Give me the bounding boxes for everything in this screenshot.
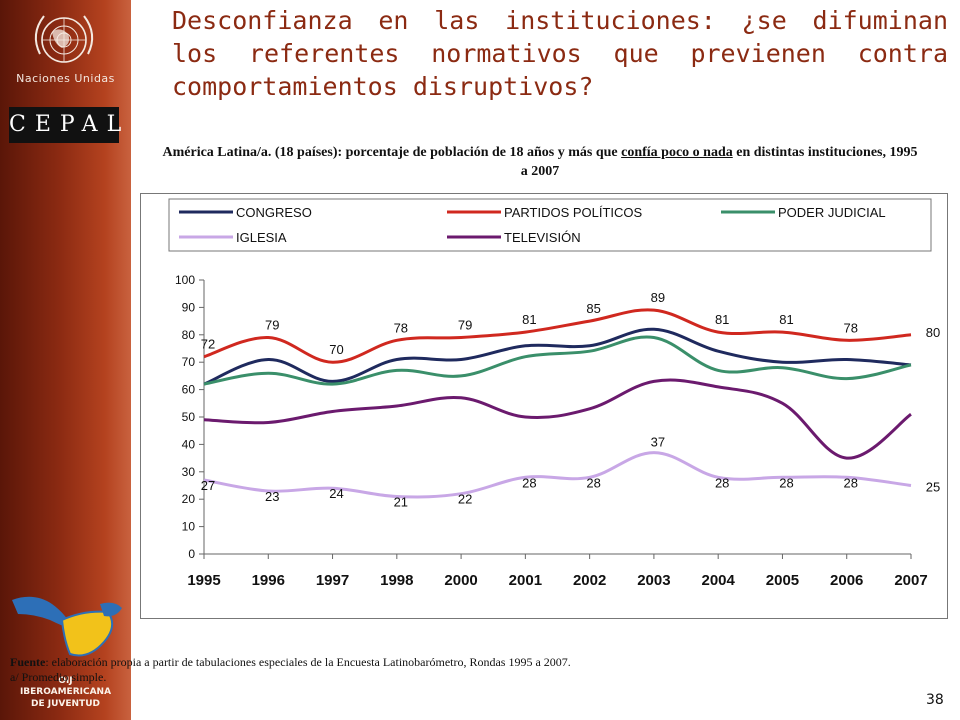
chart-title-part1: América Latina/a. (18 países): porcentaj… — [162, 145, 622, 160]
x-tick-label: 2002 — [573, 572, 606, 589]
data-label: 70 — [329, 342, 343, 357]
data-label: 37 — [651, 435, 665, 450]
y-tick-label: 90 — [182, 300, 196, 314]
x-tick-label: 2000 — [444, 572, 477, 589]
y-tick-label: 40 — [182, 437, 196, 451]
data-label: 28 — [715, 475, 729, 490]
x-tick-label: 2004 — [701, 572, 735, 589]
x-tick-label: 2007 — [894, 572, 927, 589]
legend-label: PODER JUDICIAL — [778, 205, 886, 220]
data-label: 22 — [458, 492, 472, 507]
data-label: 89 — [651, 290, 665, 305]
x-tick-label: 1996 — [252, 572, 285, 589]
slide-title: Desconfianza en las instituciones: ¿se d… — [172, 6, 948, 101]
y-tick-label: 60 — [182, 383, 196, 397]
x-tick-label: 2005 — [766, 572, 799, 589]
data-label: 80 — [926, 325, 940, 340]
un-emblem-icon — [34, 15, 94, 63]
y-tick-label: 10 — [182, 520, 196, 534]
legend-label: PARTIDOS POLÍTICOS — [504, 205, 643, 220]
chart-title-part2: en distintas instituciones, 1995 a 2007 — [520, 145, 918, 179]
data-label: 79 — [265, 318, 279, 333]
data-label: 81 — [779, 312, 793, 327]
data-label: 24 — [329, 486, 343, 501]
series-line — [203, 378, 912, 460]
data-label: 85 — [586, 301, 600, 316]
chart-title-underlined: confía poco o nada — [621, 145, 733, 160]
x-tick-label: 2003 — [637, 572, 670, 589]
data-label: 21 — [394, 494, 408, 509]
cepal-logo: CEPAL — [9, 107, 121, 143]
x-tick-label: 1998 — [380, 572, 413, 589]
sidebar-band: Naciones Unidas CEPAL OIJ IBEROAMERICANA… — [0, 0, 131, 720]
x-tick-label: 1997 — [316, 572, 349, 589]
source-label: Fuente — [10, 655, 46, 669]
source-note: Fuente: elaboración propia a partir de t… — [10, 654, 810, 670]
series-line — [203, 327, 912, 386]
legend-box — [168, 198, 932, 252]
x-tick-label: 1995 — [187, 572, 220, 589]
oij-label-line3: DE JUVENTUD — [31, 699, 100, 709]
source-text: : elaboración propia a partir de tabulac… — [45, 655, 571, 669]
legend-label: CONGRESO — [236, 205, 312, 220]
series-line — [203, 308, 912, 364]
footnote: a/ Promedio simple. — [10, 670, 107, 684]
legend-label: TELEVISIÓN — [504, 230, 581, 245]
x-tick-label: 2006 — [830, 572, 863, 589]
page-number: 38 — [926, 692, 944, 708]
un-label: Naciones Unidas — [16, 72, 115, 85]
data-label: 78 — [394, 320, 408, 335]
chart-title: América Latina/a. (18 países): porcentaj… — [160, 143, 920, 181]
chart-frame: CONGRESO PARTIDOS POLÍTICOS PODER JUDICIAL… — [140, 193, 948, 619]
legend-label: IGLESIA — [236, 230, 287, 245]
data-label: 78 — [843, 320, 857, 335]
y-tick-label: 50 — [182, 410, 196, 424]
x-tick-label: 2001 — [509, 572, 542, 589]
oij-map-icon — [12, 596, 122, 657]
series-line — [203, 451, 912, 499]
y-tick-label: 20 — [182, 492, 196, 506]
y-tick-label: 100 — [175, 273, 195, 287]
y-tick-label: 30 — [182, 465, 196, 479]
line-chart: CONGRESO PARTIDOS POLÍTICOS PODER JUDICIAL… — [168, 198, 940, 589]
data-label: 81 — [715, 312, 729, 327]
data-label: 27 — [201, 478, 215, 493]
data-label: 28 — [843, 475, 857, 490]
data-label: 25 — [926, 480, 940, 495]
data-label: 81 — [522, 312, 536, 327]
data-label: 72 — [201, 337, 215, 352]
data-label: 79 — [458, 318, 472, 333]
y-tick-label: 0 — [188, 547, 195, 561]
data-label: 28 — [779, 475, 793, 490]
y-tick-label: 80 — [182, 328, 196, 342]
oij-label: OIJ — [58, 676, 73, 686]
data-label: 28 — [522, 475, 536, 490]
oij-label-line2: IBEROAMERICANA — [19, 687, 112, 697]
data-label: 23 — [265, 489, 279, 504]
series-line — [203, 335, 912, 386]
y-tick-label: 70 — [182, 355, 196, 369]
data-label: 28 — [586, 475, 600, 490]
